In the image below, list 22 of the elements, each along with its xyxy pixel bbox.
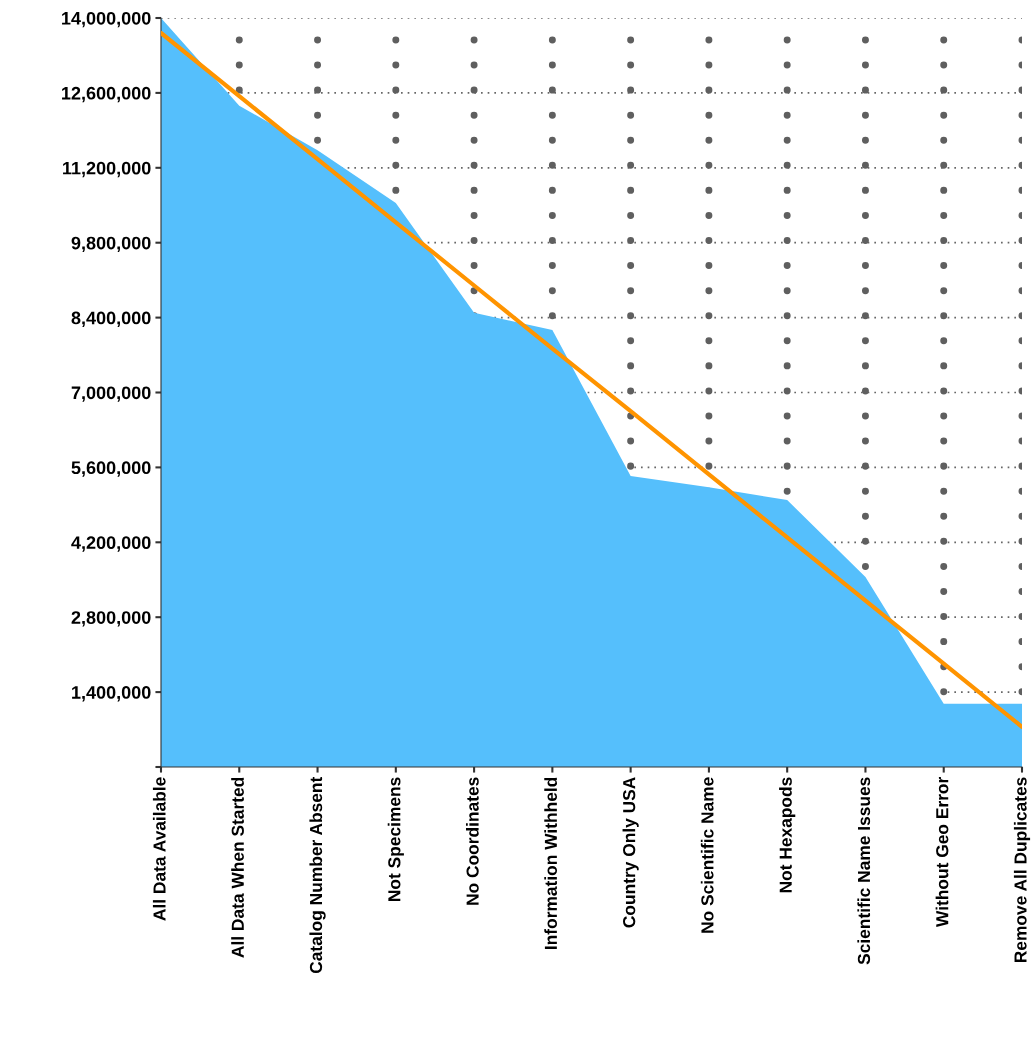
- x-tick-label: Remove All Duplicates: [1013, 777, 1031, 963]
- y-tick-label: 7,000,000: [71, 386, 151, 402]
- x-tick-label: Scientific Name Issues: [857, 777, 871, 965]
- x-tick-label: No Scientific Name: [700, 777, 714, 933]
- x-tick-label: Catalog Number Absent: [309, 776, 326, 974]
- x-tick-label: No Coordinates: [466, 777, 479, 905]
- x-tick-label: Not Specimens: [387, 777, 404, 901]
- y-tick-label: 12,600,000: [62, 86, 151, 103]
- y-tick-label: 11,200,000: [63, 161, 151, 178]
- y-tick-label: 5,600,000: [71, 461, 151, 477]
- y-tick-label: 4,200,000: [71, 536, 151, 552]
- x-tick-label: Information Withheld: [544, 777, 558, 949]
- y-tick-label: 2,800,000: [71, 611, 151, 627]
- y-tick-label: 1,400,000: [72, 686, 151, 702]
- x-tick-label: Not Hexapods: [779, 777, 796, 893]
- y-tick-label: 9,800,000: [71, 236, 151, 253]
- y-tick-label: 14,000,000: [62, 11, 151, 28]
- y-tick-label: 8,400,000: [71, 311, 151, 327]
- x-tick-label: All Data Available: [152, 777, 166, 921]
- x-tick-label: Without Geo Error: [935, 776, 949, 927]
- x-tick-label: Country Only USA: [622, 777, 639, 928]
- x-tick-label: All Data When Started: [231, 777, 244, 958]
